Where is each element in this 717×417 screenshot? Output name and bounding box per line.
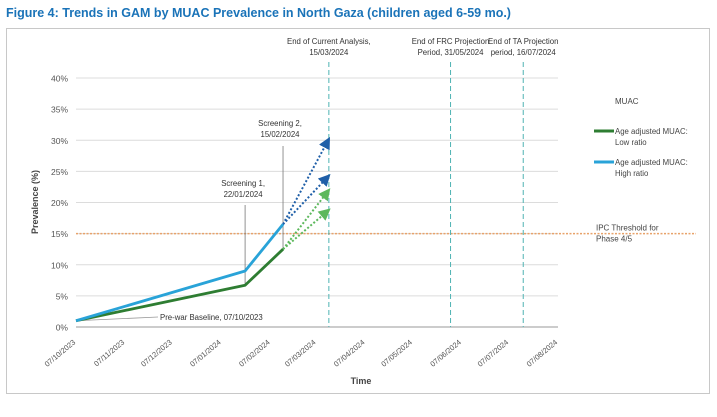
annotation-pointer: [75, 316, 159, 322]
y-tick-label: 15%: [51, 229, 68, 239]
y-tick-label: 35%: [51, 105, 68, 115]
y-axis-title: Prevalence (%): [30, 170, 40, 234]
x-tick-label: 07/02/2024: [237, 338, 272, 369]
y-tick-label: 25%: [51, 167, 68, 177]
projection-arrow: [282, 173, 331, 225]
series-line: [75, 223, 285, 323]
x-tick-label: 07/05/2024: [379, 338, 414, 369]
reference-line-label: End of FRC Projection Period, 31/05/2024: [412, 37, 490, 57]
x-axis-title: Time: [351, 376, 372, 386]
y-tick-label: 20%: [51, 198, 68, 208]
chart-frame: [6, 28, 710, 394]
series-line: [75, 248, 284, 323]
x-tick-label: 07/07/2024: [476, 338, 511, 369]
projection-arrow: [282, 188, 331, 250]
x-tick-label: 07/04/2024: [332, 338, 367, 369]
x-tick-label: 07/12/2023: [139, 338, 174, 369]
legend-entry: Age adjusted MUAC: Low ratio: [615, 127, 688, 147]
y-tick-label: 40%: [51, 74, 68, 84]
figure-title: Figure 4: Trends in GAM by MUAC Prevalen…: [6, 6, 511, 20]
y-tick-label: 0%: [56, 323, 69, 333]
legend-entry: Age adjusted MUAC: High ratio: [615, 158, 688, 178]
y-tick-label: 5%: [56, 291, 69, 301]
annotation-label: Screening 2, 15/02/2024: [258, 119, 302, 139]
reference-line-label: End of TA Projection period, 16/07/2024: [488, 37, 558, 57]
reference-line-label: End of Current Analysis, 15/03/2024: [287, 37, 371, 57]
annotation-label: Screening 1, 22/01/2024: [221, 179, 265, 199]
annotation-label: Pre-war Baseline, 07/10/2023: [160, 313, 263, 322]
y-tick-label: 10%: [51, 260, 68, 270]
x-tick-label: 07/11/2023: [92, 338, 126, 369]
projection-arrow: [282, 208, 331, 250]
x-tick-label: 07/03/2024: [283, 338, 318, 369]
threshold-label: IPC Threshold for Phase 4/5: [596, 224, 659, 244]
x-tick-label: 07/06/2024: [428, 338, 463, 369]
x-tick-label: 07/08/2024: [525, 338, 560, 369]
legend-title: MUAC: [615, 97, 639, 106]
projection-arrow: [282, 136, 330, 225]
x-tick-label: 07/10/2023: [43, 338, 78, 369]
x-tick-label: 07/01/2024: [188, 338, 223, 369]
y-tick-label: 30%: [51, 136, 68, 146]
